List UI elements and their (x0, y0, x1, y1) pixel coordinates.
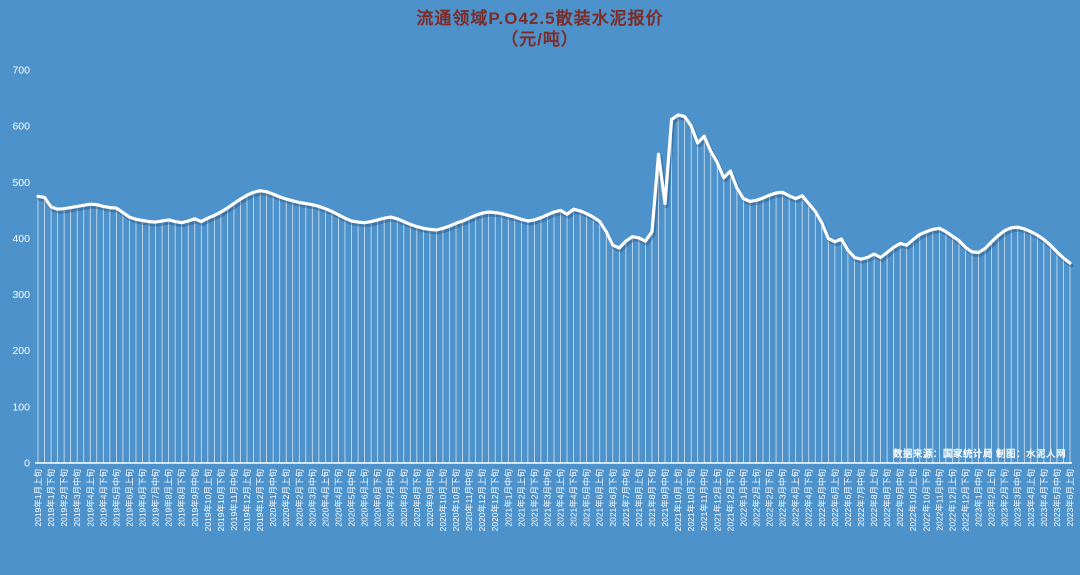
price-line (36, 113, 1072, 265)
x-axis-tick-label: 2019年11月中旬 (229, 469, 239, 531)
x-axis-tick-label: 2022年11月中旬 (934, 469, 944, 531)
x-axis-tick-label: 2023年2月下旬 (1000, 469, 1010, 527)
x-axis-tick-label: 2021年2月下旬 (529, 469, 539, 527)
x-axis-tick-label: 2022年6月下旬 (843, 469, 853, 527)
x-axis-tick-label: 2019年2月下旬 (59, 469, 69, 527)
x-axis-tick-label: 2021年4月上旬 (556, 469, 566, 527)
x-axis-tick-label: 2020年4月上旬 (320, 469, 330, 527)
y-axis-tick-label: 600 (12, 121, 30, 133)
x-axis-tick-label: 2020年8月下旬 (412, 469, 422, 527)
y-axis-tick-label: 0 (24, 458, 30, 470)
x-axis-tick-label: 2022年5月中旬 (817, 469, 827, 527)
y-axis-tick-label: 400 (12, 233, 30, 245)
x-axis-tick-label: 2022年2月上旬 (752, 469, 762, 527)
x-axis-tick-label: 2020年6月上旬 (360, 469, 370, 527)
x-axis-tick-label: 2021年11月中旬 (699, 469, 709, 531)
x-axis-tick-label: 2020年4月下旬 (334, 469, 344, 527)
x-axis-tick-label: 2022年10月下旬 (921, 469, 931, 531)
x-axis-tick-label: 2020年12月上旬 (477, 469, 487, 531)
x-axis-tick-label: 2020年1月中旬 (268, 469, 278, 527)
x-axis-tick-label: 2020年8月上旬 (399, 469, 409, 527)
y-axis-tick-label: 200 (12, 345, 30, 357)
x-axis-tick-label: 2022年3月中旬 (778, 469, 788, 527)
x-axis-tick-label: 2022年12月上旬 (947, 469, 957, 531)
x-axis-tick-label: 2021年9月中旬 (660, 469, 670, 527)
chart-header: 流通领域P.O42.5散装水泥报价 （元/吨） (0, 8, 1080, 51)
x-axis-tick-label: 2019年9月中旬 (190, 469, 200, 527)
x-axis-tick-label: 2020年5月中旬 (347, 469, 357, 527)
x-axis-tick-label: 2022年10月上旬 (908, 469, 918, 531)
x-axis-tick-label: 2019年4月上旬 (85, 469, 95, 527)
x-axis-tick-label: 2019年8月下旬 (177, 469, 187, 527)
y-axis-tick-label: 300 (12, 289, 30, 301)
x-axis-tick-label: 2020年3月中旬 (307, 469, 317, 527)
x-axis-tick-label: 2022年8月下旬 (882, 469, 892, 527)
x-axis-tick-label: 2021年10月下旬 (686, 469, 696, 531)
x-axis-tick-label: 2022年1月中旬 (738, 469, 748, 527)
x-axis-tick-label: 2022年7月中旬 (856, 469, 866, 527)
x-axis-tick-label: 2020年9月中旬 (425, 469, 435, 527)
x-axis-tick-label: 2020年6月下旬 (373, 469, 383, 527)
x-axis-tick-label: 2019年1月上旬 (33, 469, 43, 527)
x-axis-tick-label: 2019年10月下旬 (216, 469, 226, 531)
x-axis-tick-label: 2021年5月中旬 (582, 469, 592, 527)
y-axis-tick-label: 500 (12, 177, 30, 189)
y-axis-tick-label: 100 (12, 401, 30, 413)
x-axis-tick-label: 2022年9月中旬 (895, 469, 905, 527)
x-axis-tick-label: 2023年3月中旬 (1013, 469, 1023, 527)
x-axis-tick-label: 2019年6月下旬 (138, 469, 148, 527)
x-axis-tick-label: 2021年3月中旬 (543, 469, 553, 527)
x-axis-tick-label: 2019年12月上旬 (242, 469, 252, 531)
x-axis-tick-label: 2021年4月下旬 (569, 469, 579, 527)
x-axis-tick-label: 2019年6月上旬 (124, 469, 134, 527)
x-axis-tick-label: 2019年5月中旬 (111, 469, 121, 527)
x-axis-tick-label: 2020年2月上旬 (281, 469, 291, 527)
x-axis-tick-label: 2020年2月下旬 (294, 469, 304, 527)
x-axis-tick-label: 2021年7月中旬 (621, 469, 631, 527)
x-axis-tick-label: 2021年8月下旬 (647, 469, 657, 527)
x-axis-tick-label: 2019年7月中旬 (151, 469, 161, 527)
x-axis-tick-label: 2019年8月上旬 (164, 469, 174, 527)
x-axis-tick-label: 2021年2月上旬 (516, 469, 526, 527)
price-line-shadow (37, 115, 1074, 268)
x-axis-tick-label: 2020年10月下旬 (451, 469, 461, 531)
x-axis-tick-label: 2019年12月下旬 (255, 469, 265, 531)
x-axis-tick-label: 2021年10月上旬 (673, 469, 683, 531)
x-axis-tick-label: 2023年2月上旬 (987, 469, 997, 527)
x-axis-tick-label: 2022年6月上旬 (830, 469, 840, 527)
x-axis-tick-label: 2023年5月中旬 (1052, 469, 1062, 527)
x-axis-tick-label: 2022年4月上旬 (791, 469, 801, 527)
x-axis-tick-label: 2021年1月中旬 (503, 469, 513, 527)
x-axis-tick-label: 2021年8月上旬 (634, 469, 644, 527)
x-axis-tick-label: 2023年6月上旬 (1065, 469, 1075, 527)
x-axis-tick-label: 2019年3月中旬 (72, 469, 82, 527)
x-axis-tick-label: 2022年12月下旬 (961, 469, 971, 531)
x-axis-tick-label: 2021年6月下旬 (608, 469, 618, 527)
data-source-note: 数据来源：国家统计局 制图：水泥人网 (892, 449, 1066, 460)
x-axis-tick-label: 2020年12月下旬 (490, 469, 500, 531)
x-axis-tick-label: 2022年2月下旬 (765, 469, 775, 527)
x-axis-tick-label: 2020年11月中旬 (464, 469, 474, 531)
x-axis-tick-label: 2023年1月中旬 (974, 469, 984, 527)
x-axis-tick-label: 2019年10月上旬 (203, 469, 213, 531)
x-axis-tick-label: 2020年7月中旬 (386, 469, 396, 527)
x-axis-tick-label: 2023年4月上旬 (1026, 469, 1036, 527)
x-axis-tick-label: 2022年4月下旬 (804, 469, 814, 527)
x-axis-tick-label: 2020年10月上旬 (438, 469, 448, 531)
x-axis-tick-label: 2021年6月上旬 (595, 469, 605, 527)
x-axis-tick-label: 2019年4月下旬 (98, 469, 108, 527)
chart-title: 流通领域P.O42.5散装水泥报价 (416, 9, 664, 28)
x-axis-tick-label: 2021年12月上旬 (712, 469, 722, 531)
y-axis-tick-label: 700 (12, 65, 30, 77)
x-axis-tick-label: 2019年1月下旬 (46, 469, 56, 527)
chart-subtitle: （元/吨） (501, 30, 579, 50)
x-axis-tick-label: 2022年8月上旬 (869, 469, 879, 527)
x-axis-tick-label: 2023年4月下旬 (1039, 469, 1049, 527)
x-axis-tick-label: 2021年12月下旬 (725, 469, 735, 531)
